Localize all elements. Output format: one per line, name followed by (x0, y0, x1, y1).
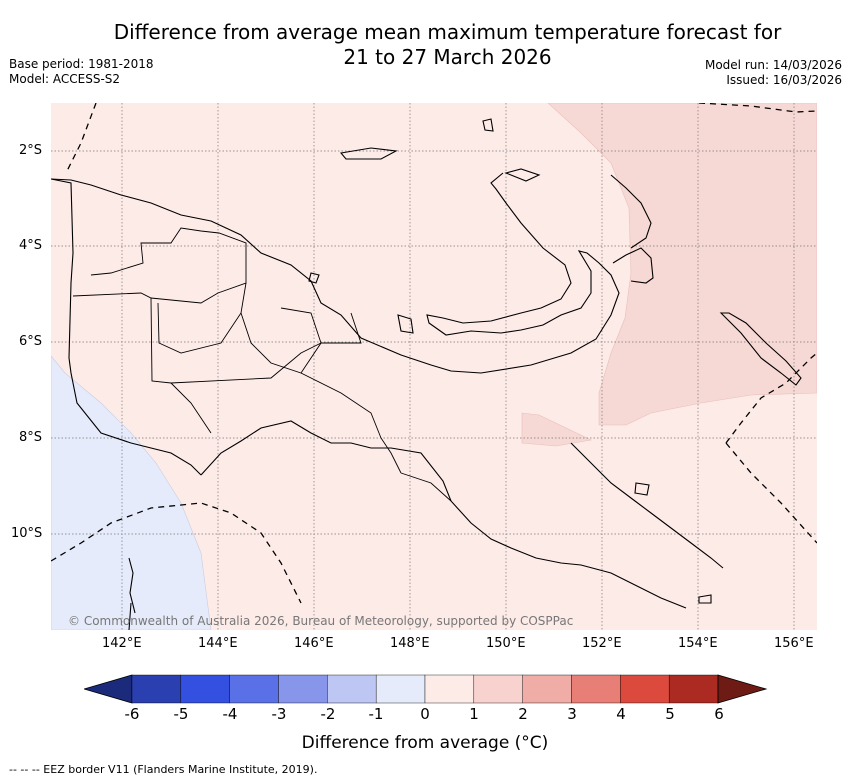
lon-label-148e: 148°E (390, 636, 430, 651)
colorbar-extend-high (717, 674, 768, 704)
colorbar-cell (131, 674, 182, 704)
lat-label-8s: 8°S (19, 430, 43, 445)
anomaly-fill-cool (51, 355, 212, 630)
colorbar-cell (278, 674, 328, 704)
colorbar-cell (180, 674, 230, 704)
colorbar-cell (620, 674, 670, 704)
colorbar-cell (668, 674, 719, 704)
colorbar-cell (571, 674, 621, 704)
eez-footnote: -- -- -- EEZ border V11 (Flanders Marine… (9, 763, 318, 776)
cb-tick-label: 2 (518, 705, 528, 723)
copyright-text: © Commonwealth of Australia 2026, Bureau… (68, 614, 574, 628)
lon-label-154e: 154°E (678, 636, 718, 651)
forecast-map (51, 103, 817, 630)
issued-date: Issued: 16/03/2026 (726, 73, 842, 87)
cb-tick-label: -1 (368, 705, 384, 723)
colorbar-extend-low (84, 674, 133, 704)
lon-label-144e: 144°E (198, 636, 238, 651)
cb-tick-label: 4 (616, 705, 626, 723)
model-run: Model run: 14/03/2026 (704, 58, 842, 72)
lat-label-4s: 4°S (19, 238, 43, 253)
map-title: Difference from average mean maximum tem… (60, 20, 835, 70)
eez-borders (51, 103, 817, 604)
cb-tick-label: 6 (714, 705, 724, 723)
lon-label-146e: 146°E (294, 636, 334, 651)
cb-tick-label: 0 (420, 705, 430, 723)
colorbar-cell (375, 674, 426, 704)
meta-right: Model run: 14/03/2026 Issued: 16/03/2026 (705, 58, 842, 88)
cb-tick-label: 3 (567, 705, 577, 723)
cb-tick-label: -6 (124, 705, 140, 723)
lon-label-150e: 150°E (486, 636, 526, 651)
colorbar-cells (131, 674, 719, 704)
lon-label-142e: 142°E (102, 636, 142, 651)
colorbar-title: Difference from average (°C) (301, 733, 549, 753)
colorbar-cell (424, 674, 475, 704)
colorbar-cell (327, 674, 377, 704)
coastlines (51, 118, 802, 630)
meta-left: Base period: 1981-2018 Model: ACCESS-S2 (9, 57, 154, 87)
colorbar-cell (522, 674, 572, 704)
colorbar-cell (473, 674, 523, 704)
cb-tick-label: 1 (469, 705, 479, 723)
graticule (51, 103, 817, 630)
colorbar (84, 674, 768, 704)
model-name: Model: ACCESS-S2 (9, 72, 121, 86)
title-line-1: Difference from average mean maximum tem… (113, 20, 782, 44)
lon-label-152e: 152°E (582, 636, 622, 651)
lon-label-156e: 156°E (774, 636, 814, 651)
lat-label-6s: 6°S (19, 334, 43, 349)
colorbar-cell (229, 674, 279, 704)
base-period: Base period: 1981-2018 (9, 57, 154, 71)
lat-label-2s: 2°S (19, 143, 43, 158)
cb-tick-label: -3 (271, 705, 287, 723)
province-borders (72, 227, 452, 502)
title-line-2: 21 to 27 March 2026 (343, 45, 552, 69)
lat-label-10s: 10°S (11, 526, 43, 541)
cb-tick-label: -2 (320, 705, 336, 723)
cb-tick-label: 5 (665, 705, 675, 723)
cb-tick-label: -5 (173, 705, 189, 723)
cb-tick-label: -4 (222, 705, 238, 723)
